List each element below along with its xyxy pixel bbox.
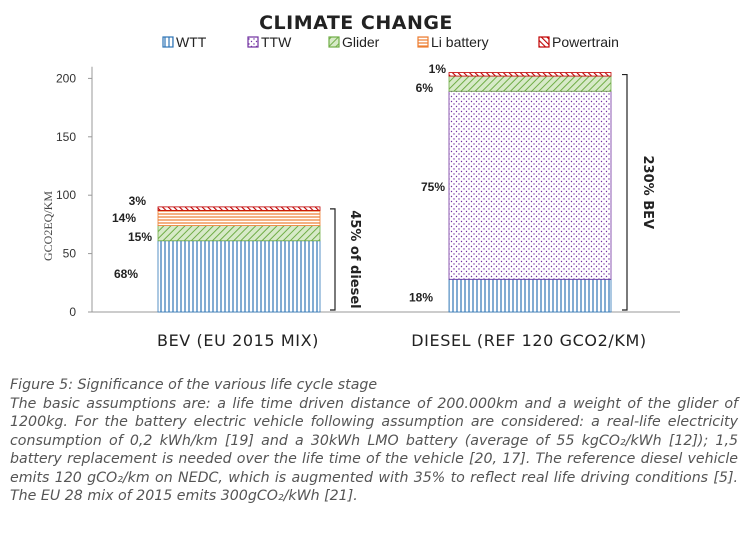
bar-label-diesel-ref-120-gco2-km-wtt: 18% <box>409 290 433 304</box>
y-tick-label: 150 <box>56 130 76 144</box>
bar-label-diesel-ref-120-gco2-km-powertrain: 1% <box>429 62 447 76</box>
chart-bars <box>157 72 612 313</box>
comparison-brackets: 45% of diesel 230% BEV <box>330 73 655 311</box>
x-axis-labels: BEV (EU 2015 MIX) DIESEL (REF 120 GCO2/KM… <box>157 331 646 350</box>
bracket-label-bev: 45% of diesel <box>347 210 362 308</box>
category-label-bev-eu-2015-mix: BEV (EU 2015 MIX) <box>157 331 319 350</box>
legend-swatch-li-battery <box>417 36 429 48</box>
bar-label-bev-eu-2015-mix-powertrain: 3% <box>129 194 147 208</box>
bracket-diesel <box>622 73 628 311</box>
bar-label-bev-eu-2015-mix-glider: 15% <box>128 230 152 244</box>
y-tick-label: 0 <box>69 305 76 319</box>
bar-bev-eu-2015-mix-wtt <box>157 240 321 313</box>
legend-item-wtt: WTT <box>162 34 207 50</box>
legend-item-glider: Glider <box>328 34 380 50</box>
y-tick-label: 100 <box>56 188 76 202</box>
legend-label-glider: Glider <box>342 34 380 50</box>
legend-label-li-battery: Li battery <box>431 34 489 50</box>
chart-title: CLIMATE CHANGE <box>259 12 453 34</box>
bar-label-diesel-ref-120-gco2-km-ttw: 75% <box>421 180 445 194</box>
bar-bev-eu-2015-mix-powertrain <box>157 206 321 211</box>
bar-bev-eu-2015-mix-li-battery <box>157 209 321 226</box>
legend-swatch-wtt <box>162 36 174 48</box>
category-label-diesel-ref-120-gco2-km: DIESEL (REF 120 GCO2/KM) <box>411 331 646 350</box>
bar-label-bev-eu-2015-mix-wtt: 68% <box>114 267 138 281</box>
legend-swatch-powertrain <box>538 36 550 48</box>
chart-legend: WTT TTW Glider Li battery Powertrain <box>162 34 619 50</box>
bar-label-diesel-ref-120-gco2-km-glider: 6% <box>416 81 434 95</box>
legend-label-powertrain: Powertrain <box>552 34 619 50</box>
bar-diesel-ref-120-gco2-km-glider <box>448 75 612 92</box>
bar-bev-eu-2015-mix-glider <box>157 225 321 242</box>
bar-diesel-ref-120-gco2-km-ttw <box>448 90 612 280</box>
bar-diesel-ref-120-gco2-km-wtt <box>448 278 612 313</box>
caption-body: The basic assumptions are: a life time d… <box>10 395 738 505</box>
legend-item-powertrain: Powertrain <box>538 34 619 50</box>
bar-diesel-ref-120-gco2-km-powertrain <box>448 72 612 77</box>
bracket-bev <box>330 208 336 311</box>
y-tick-label: 50 <box>63 247 77 261</box>
figure-caption: Figure 5: Significance of the various li… <box>10 376 738 506</box>
y-axis-label: GCO2EQ/KM <box>41 191 55 261</box>
bracket-label-diesel: 230% BEV <box>640 156 655 230</box>
bar-label-bev-eu-2015-mix-li-battery: 14% <box>112 211 136 225</box>
bar-value-labels: 68% 15% 14% 3% 18% 75% 6% 1% <box>112 62 446 304</box>
legend-label-ttw: TTW <box>261 34 292 50</box>
legend-swatch-ttw <box>247 36 259 48</box>
legend-swatch-glider <box>328 36 340 48</box>
legend-label-wtt: WTT <box>176 34 207 50</box>
legend-item-li-battery: Li battery <box>417 34 489 50</box>
legend-item-ttw: TTW <box>247 34 292 50</box>
caption-title: Figure 5: Significance of the various li… <box>10 377 378 393</box>
y-tick-label: 200 <box>56 71 76 85</box>
